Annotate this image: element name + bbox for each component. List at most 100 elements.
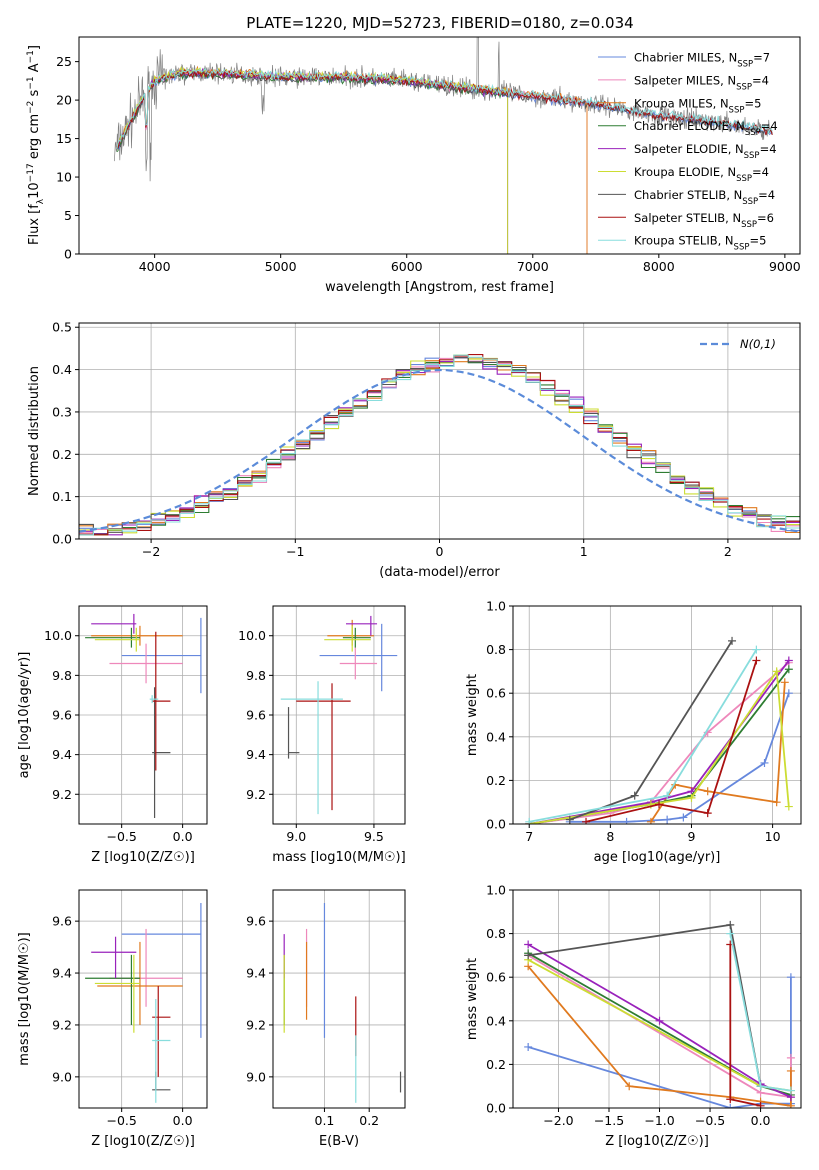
normal-curve xyxy=(79,368,800,533)
series-salpeter_elodie xyxy=(527,943,792,1098)
y-axis-label-part: −1 xyxy=(26,50,36,63)
x-tick-label: −2.0 xyxy=(543,1113,573,1128)
legend-sub: SSP xyxy=(742,197,758,207)
legend-suffix: =7 xyxy=(753,51,770,65)
y-tick-label: 1.0 xyxy=(486,599,506,614)
y-tick-label: 0.3 xyxy=(52,404,72,419)
x-axis-label: Z [log10(Z/Z☉)] xyxy=(605,1134,709,1149)
x-tick-label: 9.0 xyxy=(286,829,306,844)
y-axis-label: Normed distribution xyxy=(27,366,42,496)
legend-suffix: =6 xyxy=(757,211,774,225)
marker-salpeter_stelib xyxy=(582,817,591,824)
plot-area xyxy=(85,613,202,819)
x-tick-label: 0.1 xyxy=(315,1113,335,1128)
y-tick-label: 1.0 xyxy=(486,883,506,898)
x-tick-label: −0.5 xyxy=(106,1113,136,1128)
y-tick-label: 0.1 xyxy=(52,489,72,504)
plot-area xyxy=(79,354,800,536)
legend-suffix: =4 xyxy=(752,165,769,179)
y-axis-label-part: −2 xyxy=(26,101,36,114)
legend-prefix: Chabrier STELIB, N xyxy=(634,188,742,202)
marker-chabrier_miles xyxy=(524,1042,533,1051)
legend-prefix: Kroupa MILES, N xyxy=(634,96,729,110)
series-kroupa_stelib xyxy=(529,649,758,823)
y-tick-label: 15 xyxy=(56,131,72,146)
legend-label-salpeter_elodie: Salpeter ELODIE, NSSP=4 xyxy=(634,142,777,161)
axes-frame xyxy=(272,889,406,1109)
panel-residuals: −2 −1 0 1 2 0.0 0.1 0.2 0.3 0.4 0.5 (data-model)/er… xyxy=(27,320,801,580)
y-axis-label: Flux [fλ10−17 erg cm−2 s−1 A−1] xyxy=(26,45,46,245)
marker-kroupa_stelib xyxy=(786,1086,795,1095)
y-tick-label: 0.2 xyxy=(486,773,506,788)
spectrum-model-kroupa_elodie xyxy=(116,65,509,254)
marker-salpeter_stelib xyxy=(703,809,712,818)
y-tick-label: 9.0 xyxy=(52,1069,72,1084)
y-tick-label: 0.5 xyxy=(52,320,72,335)
legend-label-chabrier_elodie: Chabrier ELODIE, NSSP=4 xyxy=(634,119,778,138)
panel-mass-weight-vs-age: 7 8 9 10 0.0 0.2 0.4 0.6 0.8 1.0 age [log10(age/yr… xyxy=(465,599,802,865)
y-tick-label: 10 xyxy=(56,170,72,185)
marker-salpeter_stelib xyxy=(756,1101,765,1108)
legend-prefix: Kroupa STELIB, N xyxy=(634,234,734,248)
x-tick-label: 10 xyxy=(765,829,781,844)
histogram-salpeter_stelib xyxy=(79,354,800,536)
legend-prefix: Salpeter MILES, N xyxy=(634,73,736,87)
marker-salpeter_stelib xyxy=(655,800,664,809)
y-tick-label: 9.8 xyxy=(246,668,266,683)
x-axis-label: wavelength [Angstrom, rest frame] xyxy=(325,280,554,295)
legend-prefix: Chabrier ELODIE, N xyxy=(634,119,745,133)
marker-chabrier_stelib xyxy=(524,951,533,960)
y-tick-label: 9.4 xyxy=(52,966,72,981)
y-tick-label: 20 xyxy=(56,93,72,108)
x-axis-label: age [log10(age/yr)] xyxy=(594,850,721,865)
x-tick-label: 7000 xyxy=(517,259,549,274)
marker-salpeter_miles xyxy=(786,1053,795,1062)
marker-chabrier_stelib xyxy=(726,920,735,929)
marker-salpeter_elodie xyxy=(524,940,533,949)
marker-kroupa_stelib xyxy=(756,1082,765,1091)
legend-sub: SSP xyxy=(744,151,760,161)
plot-area xyxy=(524,920,795,1108)
y-tick-label: 9.4 xyxy=(246,966,266,981)
marker-chabrier_stelib xyxy=(630,791,639,800)
panel-mass-vs-Z: −0.5 0.0 9.0 9.2 9.4 9.6 Z [log10(Z/Z☉)] mass [… xyxy=(17,889,208,1149)
x-tick-label: 2 xyxy=(724,544,732,559)
marker-salpeter_elodie xyxy=(784,656,793,665)
y-tick-label: 9.4 xyxy=(246,747,266,762)
y-tick-label: 9.2 xyxy=(246,1017,266,1032)
x-tick-label: 0 xyxy=(436,544,444,559)
legend-sub: SSP xyxy=(741,220,757,230)
legend-label-kroupa_miles: Kroupa MILES, NSSP=5 xyxy=(634,96,761,115)
marker-kroupa_stelib xyxy=(752,645,761,654)
figure-title: PLATE=1220, MJD=52723, FIBERID=0180, z=0… xyxy=(246,14,633,32)
y-tick-label: 10.0 xyxy=(44,628,72,643)
x-tick-label: 0.2 xyxy=(359,1113,379,1128)
y-axis-label: mass weight xyxy=(465,958,480,1040)
panel-mass-vs-ebv: 0.1 0.2 9.0 9.2 9.4 9.6 E(B-V) xyxy=(246,889,406,1149)
series-chabrier_miles xyxy=(569,692,790,823)
marker-chabrier_miles xyxy=(786,973,795,982)
marker-kroupa_stelib xyxy=(726,929,735,938)
marker-kroupa_stelib xyxy=(525,817,534,824)
y-axis-label-part: Flux [f xyxy=(27,204,42,245)
y-tick-label: 9.0 xyxy=(246,1069,266,1084)
marker-kroupa_miles xyxy=(625,1082,634,1091)
y-tick-label: 0.0 xyxy=(52,532,72,547)
legend-label-salpeter_stelib: Salpeter STELIB, NSSP=6 xyxy=(634,211,774,230)
plot-area xyxy=(525,636,793,824)
legend-sub: SSP xyxy=(736,174,752,184)
y-tick-label: 9.2 xyxy=(52,787,72,802)
y-tick-label: 0.0 xyxy=(486,1101,506,1116)
y-axis-label-part: λ xyxy=(36,198,46,204)
x-tick-label: 9 xyxy=(688,829,696,844)
y-axis-label: mass [log10(M/M☉)] xyxy=(17,932,32,1065)
x-tick-label: 0.0 xyxy=(173,829,193,844)
legend-suffix: =5 xyxy=(744,96,761,110)
marker-kroupa_stelib xyxy=(663,791,672,800)
legend-label-chabrier_miles: Chabrier MILES, NSSP=7 xyxy=(634,51,770,70)
x-tick-label: 0.0 xyxy=(173,1113,193,1128)
legend-suffix: =5 xyxy=(749,234,766,248)
marker-kroupa_miles xyxy=(780,678,789,687)
x-tick-label: −1.0 xyxy=(644,1113,674,1128)
